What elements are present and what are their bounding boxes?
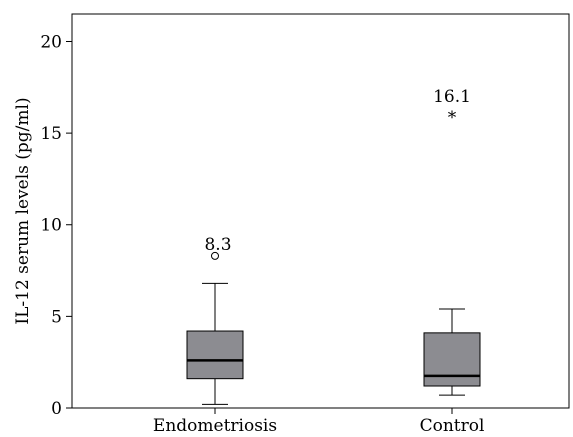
y-tick-label: 15: [40, 124, 62, 144]
y-axis-title: IL-12 serum levels (pg/ml): [13, 97, 33, 324]
y-tick-label: 20: [40, 32, 62, 52]
x-category-label: Endometriosis: [153, 416, 277, 436]
y-axis: 0 5 10 15 20: [40, 32, 72, 419]
y-tick-label: 0: [51, 399, 62, 419]
box-endometriosis: 8.3: [186, 235, 244, 405]
boxes: 8.3 *16.1: [186, 87, 481, 405]
extreme-label: 16.1: [433, 87, 471, 107]
plot-frame: [71, 13, 570, 409]
outlier-label: 8.3: [204, 235, 231, 255]
y-tick-label: 5: [51, 307, 62, 327]
outlier-marker: [211, 251, 219, 260]
x-category-label: Control: [420, 416, 485, 436]
iqr-box: [423, 332, 481, 387]
box-control: *16.1: [423, 87, 481, 396]
x-axis: Endometriosis Control: [153, 408, 485, 436]
iqr-box: [186, 330, 244, 380]
extreme-marker: *: [448, 108, 457, 128]
y-tick-label: 10: [40, 216, 62, 236]
